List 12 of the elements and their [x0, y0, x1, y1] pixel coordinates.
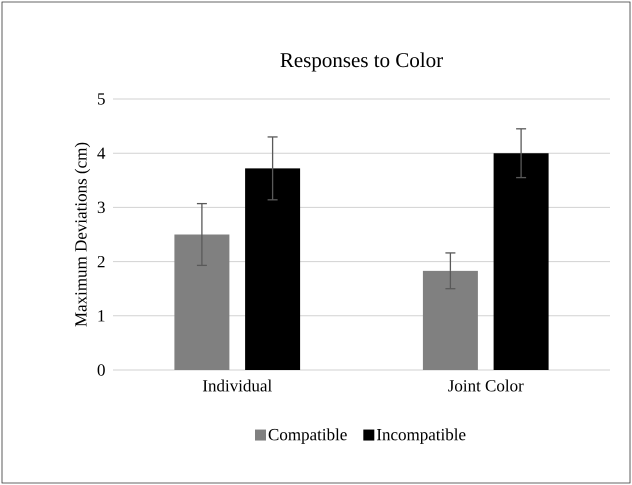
y-tick-label: 2: [98, 256, 105, 268]
y-axis-title: Maximum Deviations (cm): [74, 142, 90, 327]
y-tick-label: 1: [98, 310, 104, 322]
y-tick-label: 5: [98, 93, 105, 105]
chart-title: Responses to Color: [280, 52, 443, 72]
x-tick-label: Joint Color: [448, 380, 524, 392]
y-tick-label: 3: [98, 202, 105, 214]
y-tick-label: 0: [98, 364, 105, 376]
legend-label: Compatible: [268, 428, 347, 444]
y-tick-label: 4: [97, 148, 106, 159]
x-tick-label: Individual: [202, 380, 272, 392]
legend-label: Incompatible: [376, 428, 466, 444]
